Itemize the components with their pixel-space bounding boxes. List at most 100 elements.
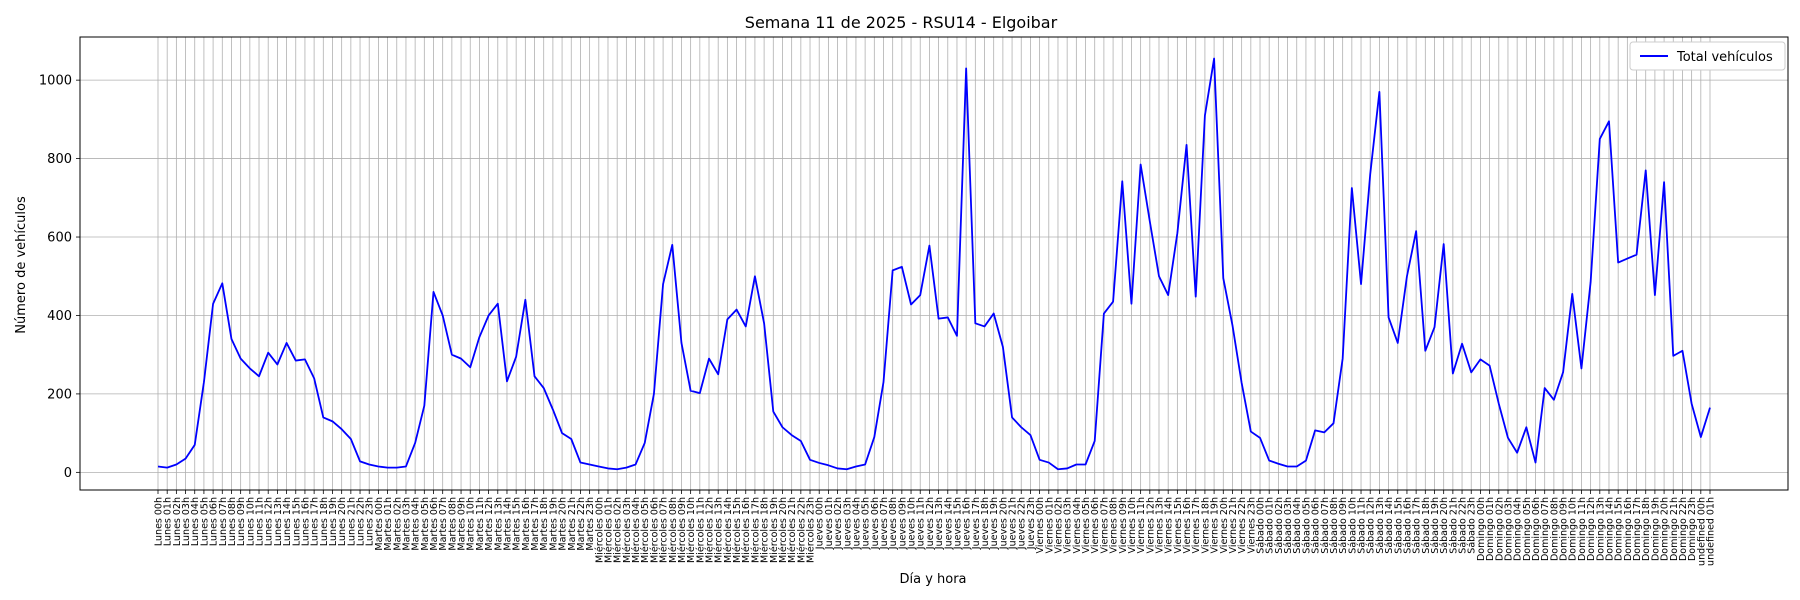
data-point (910, 303, 913, 306)
data-point (818, 461, 821, 464)
data-point (1433, 326, 1436, 329)
data-point (1479, 358, 1482, 361)
x-tick-label: Domingo 18h (1641, 497, 1652, 561)
data-point (166, 466, 169, 469)
x-tick-label: Viernes 11h (1136, 497, 1147, 553)
x-tick-label: Martes 14h (502, 497, 513, 551)
x-tick-label: Lunes 14h (282, 497, 293, 546)
data-point (276, 363, 279, 366)
data-point (597, 465, 600, 468)
data-point (652, 392, 655, 395)
x-tick-label: Miércoles 15h (732, 497, 743, 563)
x-tick-label: Viernes 22h (1237, 497, 1248, 553)
x-tick-label: Miércoles 14h (723, 497, 734, 563)
y-axis-label: Número de vehículos (14, 196, 29, 334)
data-point (1562, 371, 1565, 374)
data-point (937, 317, 940, 320)
data-point (606, 467, 609, 470)
data-point (561, 432, 564, 435)
x-tick-label: Viernes 08h (1109, 497, 1120, 553)
data-point (175, 463, 178, 466)
data-point (505, 380, 508, 383)
x-tick-label: Jueves 08h (888, 497, 899, 550)
x-tick-label: Viernes 06h (1090, 497, 1101, 553)
x-tick-label: Viernes 18h (1200, 497, 1211, 553)
x-tick-label: Martes 12h (484, 497, 495, 551)
x-tick-label: Jueves 07h (879, 497, 890, 550)
x-tick-label: Martes 04h (411, 497, 422, 551)
x-tick-label: Jueves 02h (833, 497, 844, 550)
data-point (900, 265, 903, 268)
data-point (616, 468, 619, 471)
data-point (1185, 143, 1188, 146)
chart-title: Semana 11 de 2025 - RSU14 - Elgoibar (745, 13, 1058, 32)
x-tick-label: Viernes 02h (1053, 497, 1064, 553)
data-point (955, 334, 958, 337)
x-axis-label: Día y hora (899, 572, 966, 587)
x-tick-label: Jueves 11h (916, 497, 927, 550)
x-tick-label: Viernes 13h (1154, 497, 1165, 553)
data-point (1653, 294, 1656, 297)
data-point (1598, 137, 1601, 140)
data-point (202, 381, 205, 384)
data-point (377, 465, 380, 468)
x-tick-label: Viernes 21h (1228, 497, 1239, 553)
data-point (157, 465, 160, 468)
data-point (1029, 434, 1032, 437)
x-tick-label: Jueves 18h (980, 497, 991, 550)
data-point (790, 434, 793, 437)
x-tick-label: Viernes 03h (1063, 497, 1074, 553)
x-tick-label: Martes 05h (420, 497, 431, 551)
data-point (1681, 349, 1684, 352)
data-point (212, 302, 215, 305)
data-point (965, 67, 968, 70)
x-tick-label: Martes 22h (576, 497, 587, 551)
data-point (1378, 90, 1381, 93)
x-tick-label: Jueves 17h (971, 497, 982, 550)
x-tick-label: Sábado 18h (1421, 497, 1432, 554)
x-tick-label: Sábado 13h (1375, 497, 1386, 554)
data-point (1369, 173, 1372, 176)
data-point (1167, 294, 1170, 297)
data-point (331, 420, 334, 423)
series-line-total-vehiculos (157, 57, 1711, 471)
data-point (441, 314, 444, 317)
x-tick-label: Jueves 10h (907, 497, 918, 550)
data-point (588, 463, 591, 466)
y-tick-label: 800 (47, 152, 72, 167)
data-point (368, 463, 371, 466)
data-point (404, 465, 407, 468)
x-tick-label: Lunes 11h (255, 497, 266, 546)
data-point (423, 404, 426, 407)
x-tick-label: Jueves 01h (824, 497, 835, 550)
x-tick-label: Viernes 16h (1182, 497, 1193, 553)
data-point (1314, 429, 1317, 432)
data-point (845, 468, 848, 471)
data-point (946, 316, 949, 319)
x-tick-label: Lunes 07h (218, 497, 229, 546)
data-point (1139, 163, 1142, 166)
x-tick-label: Sábado 11h (1357, 497, 1368, 554)
x-tick-label: Domingo 07h (1540, 497, 1551, 561)
legend-label: Total vehículos (1676, 50, 1773, 65)
data-point (303, 358, 306, 361)
data-point (1286, 465, 1289, 468)
data-point (1497, 402, 1500, 405)
x-tick-label: Viernes 14h (1164, 497, 1175, 553)
x-tick-label: Sábado 03h (1283, 497, 1294, 554)
x-tick-label: Miércoles 17h (750, 497, 761, 563)
data-point (1607, 120, 1610, 123)
x-tick-label: Martes 08h (447, 497, 458, 551)
x-tick-label: Miércoles 10h (686, 497, 697, 563)
data-point (992, 312, 995, 315)
data-point (1442, 243, 1445, 246)
data-point (1617, 261, 1620, 264)
x-tick-label: Viernes 09h (1118, 497, 1129, 553)
x-tick-label: Miércoles 07h (659, 497, 670, 563)
x-tick-label: Martes 09h (457, 497, 468, 551)
data-point (1516, 451, 1519, 454)
x-tick-label: Lunes 17h (310, 497, 321, 546)
data-point (1387, 316, 1390, 319)
data-point (1157, 275, 1160, 278)
